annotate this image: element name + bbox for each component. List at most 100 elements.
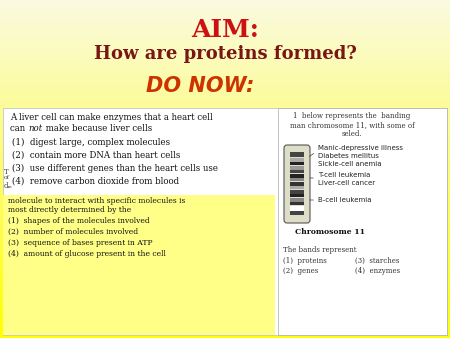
Bar	[0, 242, 450, 243]
Bar	[0, 192, 450, 193]
Bar	[0, 106, 450, 107]
Bar	[0, 290, 450, 291]
Bar	[0, 101, 450, 102]
Bar	[290, 166, 304, 169]
Bar	[0, 166, 450, 167]
Bar	[0, 304, 450, 305]
Bar	[0, 318, 450, 319]
Bar	[0, 179, 450, 180]
Bar	[0, 157, 450, 158]
Bar	[0, 25, 450, 26]
Bar	[0, 173, 450, 174]
Bar	[3, 108, 447, 335]
Bar	[0, 48, 450, 49]
Bar	[0, 221, 450, 222]
Bar	[0, 185, 450, 186]
Bar	[0, 22, 450, 23]
Bar	[0, 191, 450, 192]
Bar	[0, 70, 450, 71]
Bar	[0, 286, 450, 287]
Bar	[0, 66, 450, 67]
Bar	[0, 308, 450, 309]
Bar	[0, 167, 450, 168]
Bar	[0, 113, 450, 114]
Bar	[0, 257, 450, 258]
Bar	[0, 97, 450, 98]
Bar	[0, 278, 450, 279]
Bar	[0, 23, 450, 24]
Bar	[0, 168, 450, 169]
Bar	[0, 33, 450, 34]
Bar	[0, 207, 450, 208]
Bar	[278, 108, 447, 335]
Bar	[0, 193, 450, 194]
Bar	[0, 136, 450, 137]
Bar	[0, 297, 450, 298]
Bar	[0, 299, 450, 300]
Bar	[0, 104, 450, 105]
Bar	[0, 123, 450, 124]
Bar	[0, 125, 450, 126]
Bar	[0, 274, 450, 275]
Bar	[0, 95, 450, 96]
Bar	[0, 310, 450, 311]
Bar	[0, 265, 450, 266]
Bar	[0, 12, 450, 13]
Bar	[0, 197, 450, 198]
Bar	[290, 190, 304, 193]
Bar	[0, 103, 450, 104]
Text: (1)  digest large, complex molecules: (1) digest large, complex molecules	[12, 138, 170, 147]
Bar	[0, 98, 450, 99]
Bar	[0, 108, 450, 109]
Text: A liver cell can make enzymes that a heart cell: A liver cell can make enzymes that a hea…	[10, 113, 213, 122]
Bar	[0, 128, 450, 129]
Bar	[0, 15, 450, 16]
Bar	[0, 285, 450, 286]
Bar	[0, 145, 450, 146]
Bar	[0, 52, 450, 53]
Bar	[0, 109, 450, 110]
Bar	[0, 117, 450, 118]
Bar	[0, 300, 450, 301]
Bar	[0, 4, 450, 5]
Bar	[0, 239, 450, 240]
Bar	[0, 141, 450, 142]
Bar	[0, 178, 450, 179]
Bar	[0, 206, 450, 207]
Bar	[290, 162, 304, 165]
Bar	[0, 83, 450, 84]
Bar	[0, 259, 450, 260]
Bar	[0, 174, 450, 175]
Bar	[0, 247, 450, 248]
Bar	[0, 320, 450, 321]
Bar	[0, 280, 450, 281]
Bar	[0, 218, 450, 219]
Bar	[0, 129, 450, 130]
Bar	[0, 43, 450, 44]
Bar	[0, 201, 450, 202]
Bar	[0, 177, 450, 178]
Bar	[0, 6, 450, 7]
FancyBboxPatch shape	[284, 145, 310, 223]
Bar	[0, 199, 450, 200]
Bar	[0, 39, 450, 40]
Bar	[0, 176, 450, 177]
Bar	[0, 194, 450, 195]
Bar	[0, 283, 450, 284]
Bar	[0, 272, 450, 273]
Bar	[0, 228, 450, 229]
Bar	[0, 224, 450, 225]
Bar	[0, 243, 450, 244]
Bar	[0, 317, 450, 318]
Bar	[0, 86, 450, 87]
Bar	[0, 260, 450, 261]
Bar	[0, 223, 450, 224]
Bar	[0, 319, 450, 320]
Bar	[0, 204, 450, 205]
Bar	[0, 235, 450, 236]
Bar	[0, 79, 450, 80]
Bar	[0, 64, 450, 65]
Bar	[0, 229, 450, 230]
Bar	[0, 26, 450, 27]
Text: of: of	[4, 175, 10, 180]
